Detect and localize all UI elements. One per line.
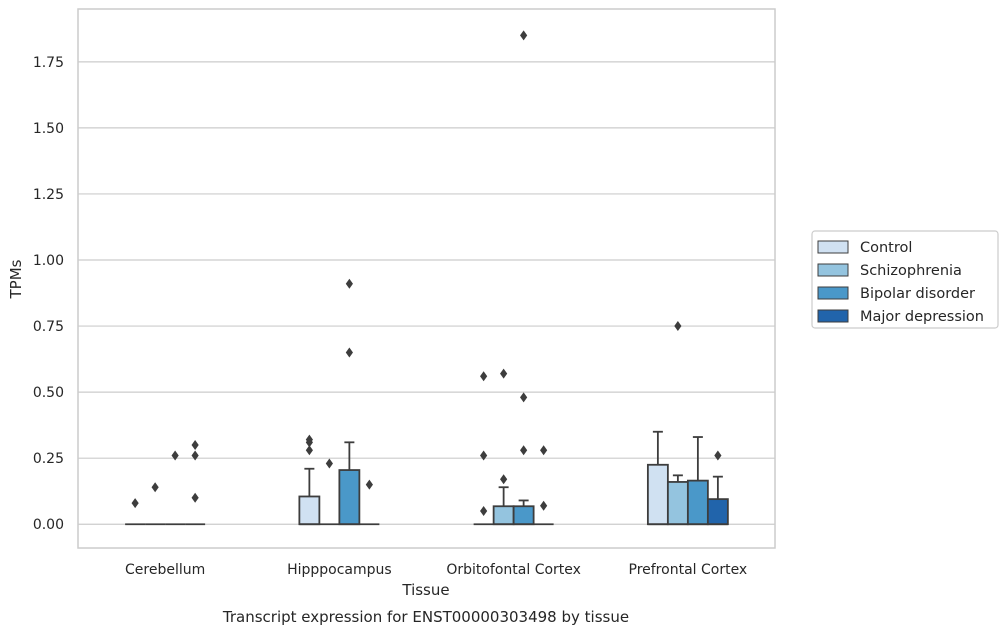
box-3-0 <box>185 439 206 526</box>
box-iqr <box>706 498 729 526</box>
box-3-2 <box>533 445 554 526</box>
outlier-point <box>500 474 508 485</box>
box-0-0 <box>125 498 146 526</box>
outlier-point <box>191 450 199 461</box>
outlier-point <box>171 450 179 461</box>
legend-label: Control <box>860 240 912 256</box>
x-tick-label: Prefrontal Cortex <box>629 562 748 578</box>
outlier-point <box>191 439 199 450</box>
box-0-2 <box>473 371 494 526</box>
box-1-1 <box>319 458 340 526</box>
box-iqr <box>686 479 709 526</box>
legend-label: Bipolar disorder <box>860 286 975 302</box>
y-tick-label: 1.50 <box>33 121 64 137</box>
box-1-0 <box>145 482 166 526</box>
box-2-3 <box>686 436 709 526</box>
outlier-point <box>345 278 353 289</box>
box-iqr <box>338 469 361 526</box>
outlier-point <box>520 392 528 403</box>
y-tick-label: 1.25 <box>33 187 64 203</box>
box-2-0 <box>165 450 186 526</box>
box-3-3 <box>706 450 729 526</box>
box-iqr <box>298 495 321 526</box>
y-tick-label: 0.00 <box>33 517 64 533</box>
box-2-1 <box>338 278 361 526</box>
box-iqr <box>512 505 535 526</box>
legend: Control Schizophrenia Bipolar disorder Majo… <box>811 230 999 329</box>
y-tick-label: 1.00 <box>33 253 64 269</box>
y-tick-label: 1.75 <box>33 55 64 71</box>
legend-swatch <box>817 309 849 323</box>
chart-caption: Transcript expression for ENST0000030349… <box>222 608 629 626</box>
x-tick-label: Orbitofontal Cortex <box>446 562 581 578</box>
box-iqr <box>666 481 689 526</box>
x-axis-label: Tissue <box>401 581 449 599</box>
outlier-point <box>480 506 488 517</box>
box-iqr <box>492 505 515 526</box>
outlier-point <box>345 347 353 358</box>
outlier-point <box>520 445 528 456</box>
y-tick-label: 0.75 <box>33 319 64 335</box>
outlier-point <box>480 450 488 461</box>
y-tick-label: 0.50 <box>33 385 64 401</box>
box-plots <box>125 30 729 526</box>
outlier-point <box>131 498 139 509</box>
x-tick-label: Cerebellum <box>125 562 205 578</box>
x-tick-label: Hipppocampus <box>287 562 392 578</box>
legend-label: Schizophrenia <box>860 263 962 279</box>
outlier-point <box>520 30 528 41</box>
box-2-2 <box>512 30 535 526</box>
outlier-point <box>191 492 199 503</box>
y-tick-label: 0.25 <box>33 451 64 467</box>
box-0-3 <box>646 430 669 526</box>
outlier-point <box>674 321 682 332</box>
outlier-point <box>714 450 722 461</box>
box-3-1 <box>359 479 380 526</box>
outlier-point <box>540 445 548 456</box>
box-1-3 <box>666 321 689 526</box>
legend-label: Major depression <box>860 309 984 325</box>
outlier-point <box>540 500 548 511</box>
outlier-point <box>151 482 159 493</box>
outlier-point <box>325 458 333 469</box>
y-axis-label: TPMs <box>7 259 25 299</box>
box-0-1 <box>298 434 321 526</box>
grid-lines <box>78 61 775 525</box>
legend-swatch <box>817 240 849 254</box>
outlier-point <box>305 434 313 445</box>
box-iqr <box>646 463 669 526</box>
outlier-point <box>305 445 313 456</box>
legend-frame <box>811 230 999 329</box>
outlier-point <box>365 479 373 490</box>
outlier-point <box>500 368 508 379</box>
outlier-point <box>480 371 488 382</box>
y-tick-labels: 0.00 0.25 0.50 0.75 1.00 1.25 1.50 1.75 <box>33 55 64 533</box>
plot-frame <box>77 8 776 549</box>
legend-swatch <box>817 286 849 300</box>
legend-swatch <box>817 263 849 277</box>
box-1-2 <box>492 368 515 526</box>
x-tick-labels: Cerebellum Hipppocampus Orbitofontal Corte… <box>125 562 747 578</box>
